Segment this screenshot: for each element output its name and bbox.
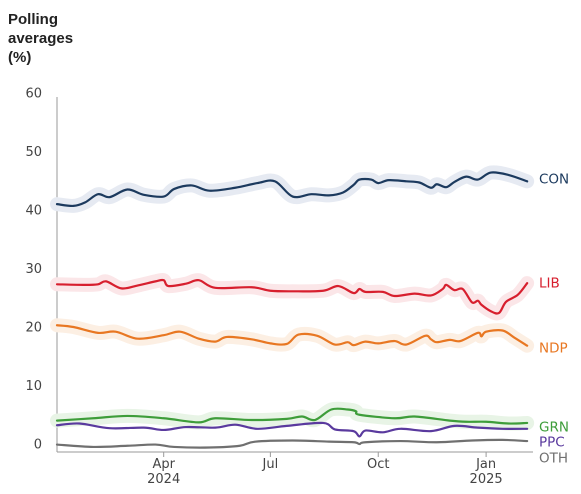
y-tick-label: 40 <box>25 204 42 219</box>
y-tick-label: 50 <box>25 145 42 160</box>
series-line-con <box>55 171 529 208</box>
x-tick-label: Oct <box>367 457 389 472</box>
y-tick-label: 20 <box>25 321 42 336</box>
x-tick-label: Apr <box>152 457 175 472</box>
y-tick-label: 60 <box>25 87 42 102</box>
series-line-oth <box>55 438 529 449</box>
x-tick-year-label: 2024 <box>147 472 180 487</box>
y-axis-title: Polling averages (%) <box>8 11 74 66</box>
x-tick-year-label: 2025 <box>470 472 503 487</box>
series-line-grn <box>55 407 529 425</box>
series-label-con: CON <box>539 172 569 188</box>
y-tick-label: 30 <box>25 262 42 277</box>
x-tick-label: Jan <box>475 457 496 472</box>
series-line-ppc <box>55 421 529 438</box>
series-line-ndp <box>55 324 529 347</box>
y-tick-label: 0 <box>34 438 42 453</box>
series-label-ppc: PPC <box>539 435 565 451</box>
y-tick-label: 10 <box>25 379 42 394</box>
x-tick-label: Jul <box>262 457 279 472</box>
band-lib <box>50 272 535 321</box>
series-label-grn: GRN <box>539 420 569 436</box>
series-line-lib <box>55 278 529 315</box>
series-label-lib: LIB <box>539 276 560 292</box>
series-label-oth: OTH <box>539 451 568 467</box>
series-label-ndp: NDP <box>539 341 568 357</box>
